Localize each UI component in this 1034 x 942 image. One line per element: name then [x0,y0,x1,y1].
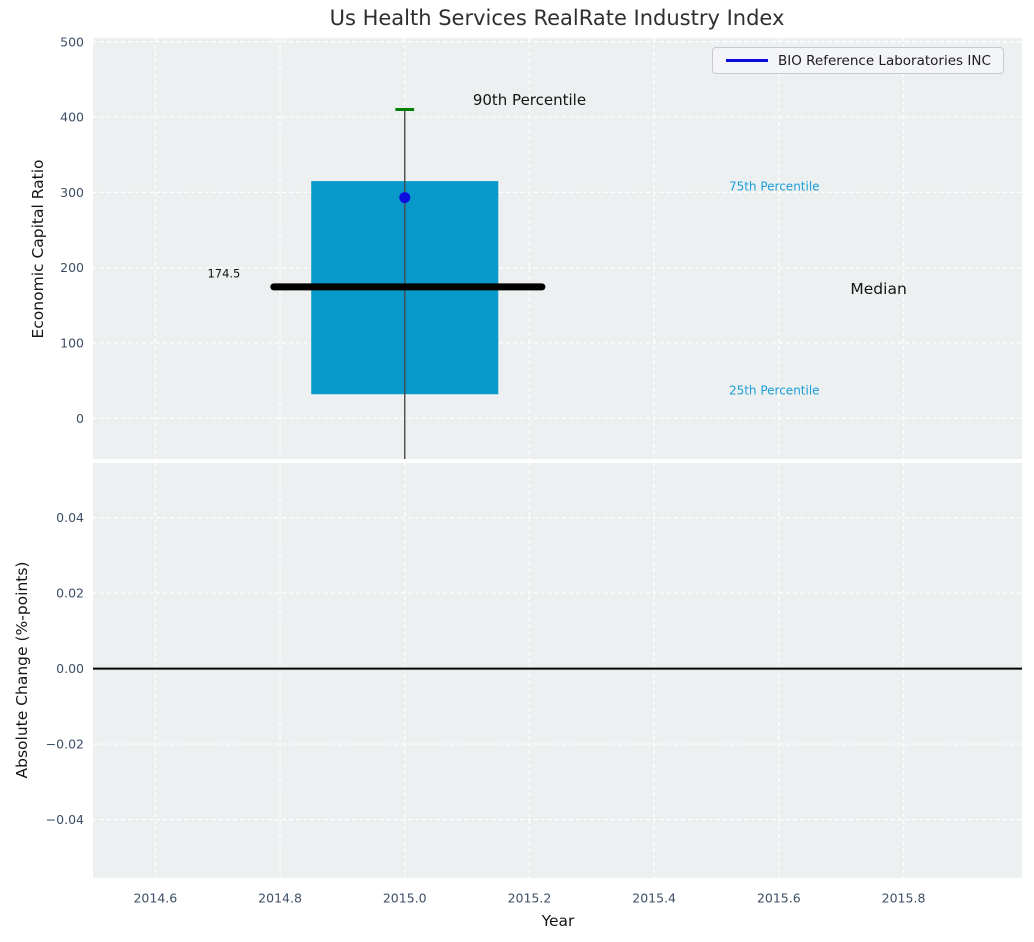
top-axes [93,38,1022,459]
x-tick-label: 2015.6 [757,891,801,906]
y-tick-label: 0 [76,411,84,426]
y-tick-label: 300 [60,185,84,200]
y-tick-label: 0.02 [56,586,84,601]
x-tick-label: 2015.2 [508,891,552,906]
y-tick-label: −0.04 [46,812,84,827]
bottom-y-axis-label: Absolute Change (%-points) [13,561,31,779]
y-tick-label: 0.04 [56,510,84,525]
legend-line-icon [726,59,768,62]
y-tick-label: 200 [60,260,84,275]
x-tick-label: 2015.8 [882,891,926,906]
y-tick-label: 0.00 [56,661,84,676]
x-tick-label: 2015.0 [383,891,427,906]
legend-label: BIO Reference Laboratories INC [778,52,991,69]
y-tick-label: 400 [60,110,84,125]
y-tick-label: 500 [60,34,84,49]
x-tick-label: 2014.6 [133,891,177,906]
y-tick-label: 100 [60,336,84,351]
top-y-axis-label: Economic Capital Ratio [29,159,47,339]
legend: BIO Reference Laboratories INC [712,47,1004,74]
x-axis-label: Year [541,912,575,930]
bottom-axes [93,463,1022,878]
x-tick-label: 2014.8 [258,891,302,906]
y-tick-label: −0.02 [46,737,84,752]
x-tick-label: 2015.4 [632,891,676,906]
chart-title: Us Health Services RealRate Industry Ind… [329,6,785,30]
